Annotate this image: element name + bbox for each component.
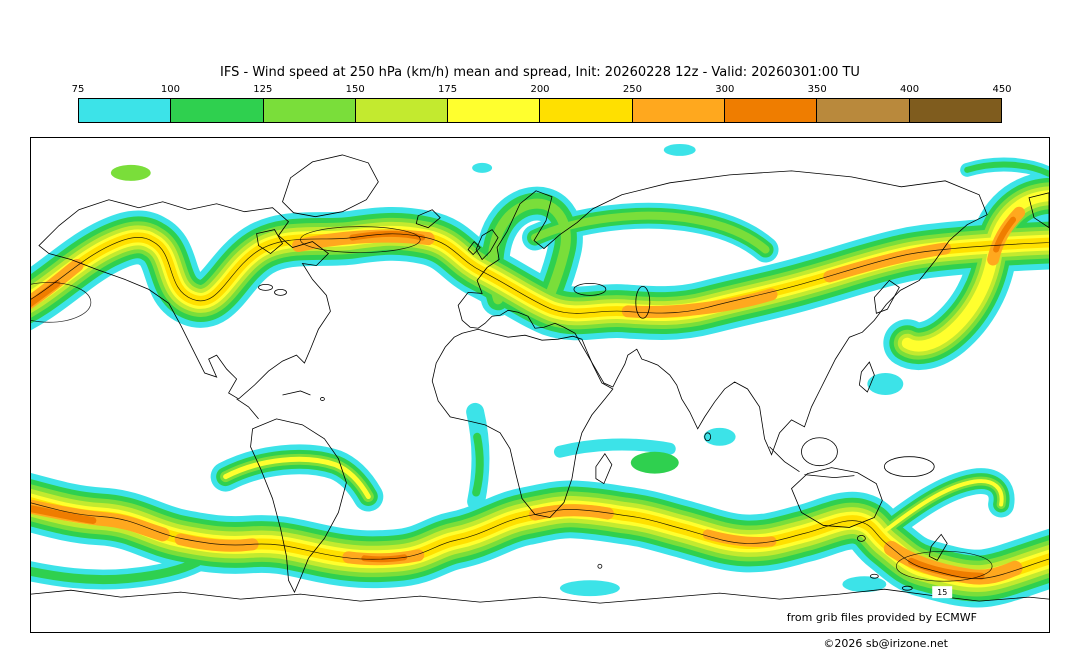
contour-label: 15 — [932, 586, 953, 599]
colorbar-tick-label: 350 — [807, 84, 827, 95]
colorbar-tick-label: 200 — [530, 84, 550, 95]
contour-label-text: 15 — [937, 588, 947, 597]
colorbar-segment — [263, 99, 356, 122]
colorbar-labels: 75 100 125 150 175 200 250 300 350 400 450 — [72, 84, 1012, 97]
colorbar-segment — [171, 99, 264, 122]
colorbar-segment — [79, 99, 172, 122]
colorbar-tick-label: 100 — [160, 84, 180, 95]
colorbar-segment — [632, 99, 726, 122]
coastlines — [31, 154, 1049, 604]
colorbar-segment — [817, 99, 910, 122]
copyright-text: ©2026 sb@irizone.net — [823, 637, 948, 650]
colorbar-segment — [725, 99, 818, 122]
world-map: 15 — [31, 143, 1049, 632]
data-credit: from grib files provided by ECMWF — [786, 611, 977, 624]
page-title: IFS - Wind speed at 250 hPa (km/h) mean … — [220, 65, 860, 80]
colorbar-segment — [355, 99, 449, 122]
colorbar-tick-label: 400 — [900, 84, 920, 95]
colorbar-tick-label: 250 — [622, 84, 642, 95]
colorbar-segment — [448, 99, 541, 122]
wind-speed-bands — [31, 143, 1049, 596]
colorbar-segment — [909, 99, 1001, 122]
colorbar-tick-label: 75 — [71, 84, 85, 95]
colorbar — [78, 98, 1002, 123]
colorbar-tick-label: 125 — [253, 84, 273, 95]
colorbar-tick-label: 175 — [438, 84, 458, 95]
colorbar-tick-label: 300 — [715, 84, 735, 95]
spread-contours — [31, 226, 1049, 582]
colorbar-tick-label: 450 — [992, 84, 1012, 95]
colorbar-tick-label: 150 — [345, 84, 365, 95]
colorbar-segment — [540, 99, 633, 122]
map-frame: 15 from grib files provided by ECMWF — [30, 137, 1050, 633]
colorbar-container: 75 100 125 150 175 200 250 300 350 400 450 — [72, 84, 1012, 123]
